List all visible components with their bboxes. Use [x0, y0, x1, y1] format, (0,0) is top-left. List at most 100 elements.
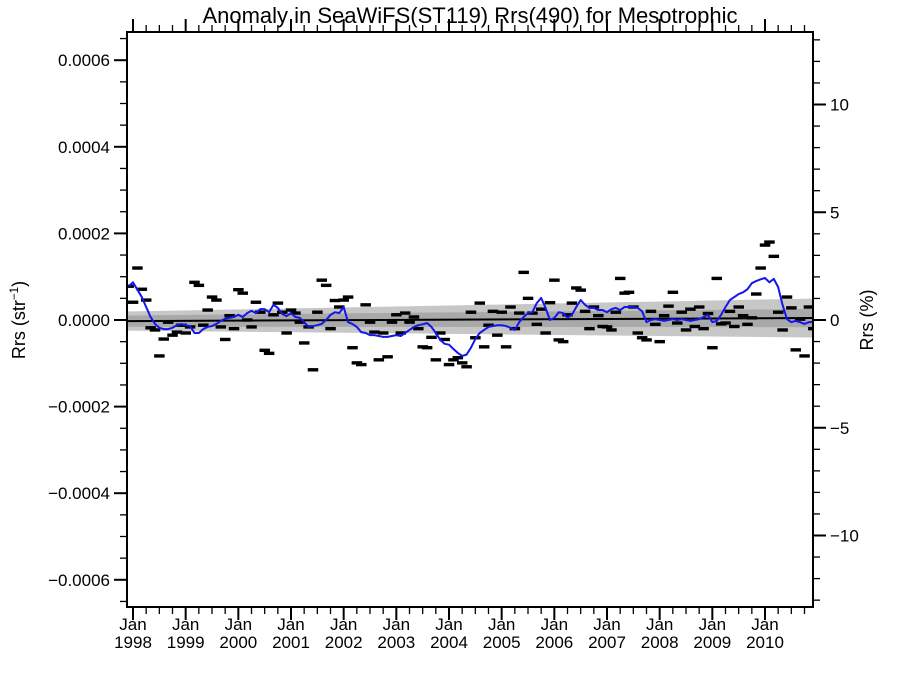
monthly-anomaly-dash [772, 310, 784, 314]
monthly-anomaly-dash [377, 331, 389, 335]
monthly-anomaly-dash [395, 331, 407, 335]
monthly-anomaly-dash [277, 310, 288, 314]
y-right-tick-label: −10 [830, 527, 859, 546]
monthly-anomaly-dash [768, 254, 780, 259]
monthly-anomaly-dash [241, 318, 253, 322]
monthly-anomaly-dash [228, 326, 240, 331]
monthly-anomaly-dash [584, 326, 595, 331]
monthly-anomaly-dash [233, 287, 244, 292]
monthly-anomaly-dash [667, 290, 679, 294]
monthly-anomaly-dash [369, 330, 380, 334]
monthly-anomaly-dash [132, 266, 143, 270]
monthly-anomaly-dash [478, 345, 490, 349]
x-tick-month-label: Jan [330, 615, 357, 634]
x-tick-year-label: 2003 [377, 633, 415, 652]
x-tick-month-label: Jan [488, 615, 515, 634]
monthly-anomaly-dash [312, 310, 323, 314]
y-right-title-text: Rrs (%) [857, 289, 877, 351]
monthly-anomaly-dash [268, 313, 279, 317]
monthly-anomaly-dash [614, 276, 626, 281]
monthly-anomaly-dash [149, 328, 161, 332]
monthly-anomaly-dash [650, 322, 661, 327]
monthly-anomaly-dash [211, 298, 222, 302]
monthly-anomaly-dash [127, 284, 134, 288]
monthly-anomaly-dash [518, 270, 529, 275]
monthly-anomaly-dash [663, 304, 674, 308]
x-tick-year-label: 2005 [483, 633, 521, 652]
monthly-anomaly-dash [562, 313, 573, 317]
monthly-anomaly-dash [623, 290, 635, 294]
smoothed-anomaly-line [127, 276, 813, 357]
x-tick-year-label: 2009 [693, 633, 731, 652]
monthly-anomaly-dash [373, 358, 385, 362]
monthly-anomaly-dash [540, 331, 551, 335]
monthly-anomaly-dash [430, 358, 442, 362]
y-axis-left-title: Rrs (str−1) [8, 200, 32, 440]
monthly-anomaly-dash [575, 288, 586, 292]
monthly-anomaly-dash [549, 278, 560, 282]
monthly-anomaly-dash [263, 351, 275, 356]
x-tick-month-label: Jan [225, 615, 252, 634]
monthly-anomaly-dash [281, 331, 292, 335]
monthly-anomaly-dash [487, 309, 499, 314]
monthly-anomaly-dash [448, 358, 459, 362]
monthly-anomaly-dash [329, 298, 341, 303]
monthly-anomaly-dash [356, 362, 367, 367]
monthly-anomaly-dash [707, 346, 718, 350]
y-left-tick-label: 0.0002 [58, 224, 110, 243]
monthly-anomaly-dash [316, 278, 328, 282]
monthly-anomaly-dash [571, 286, 582, 290]
y-axis-right-title: Rrs (%) [857, 200, 881, 440]
monthly-anomaly-dash [360, 303, 371, 307]
y-left-tick-label: −0.0002 [48, 398, 110, 417]
monthly-anomaly-dash [514, 311, 525, 315]
monthly-anomaly-dash [298, 341, 310, 345]
monthly-anomaly-dash [461, 365, 472, 369]
monthly-anomaly-dash [794, 317, 806, 321]
monthly-anomaly-dash [781, 295, 793, 299]
monthly-anomaly-dash [711, 276, 723, 281]
monthly-anomaly-dash [755, 266, 766, 270]
monthly-anomaly-dash [610, 310, 622, 314]
monthly-anomaly-dash [443, 362, 455, 367]
monthly-anomaly-dash [426, 335, 437, 340]
y-right-tick-label: 5 [830, 203, 839, 222]
x-tick-year-label: 2007 [588, 633, 626, 652]
monthly-anomaly-dash [255, 310, 266, 314]
monthly-anomaly-dash [382, 355, 393, 359]
monthly-anomaly-dash [790, 348, 802, 352]
x-tick-month-label: Jan [751, 615, 778, 634]
monthly-anomaly-dash [391, 313, 402, 317]
monthly-anomaly-dash [535, 307, 547, 311]
monthly-anomaly-dash [658, 313, 670, 318]
y-right-tick-label: 10 [830, 96, 849, 115]
y-left-tick-label: −0.0006 [48, 571, 110, 590]
monthly-anomaly-dash [342, 295, 354, 299]
monthly-anomaly-dash [250, 300, 262, 304]
monthly-anomaly-dash [777, 328, 788, 332]
monthly-anomaly-dash [641, 338, 652, 342]
monthly-anomaly-dash [413, 326, 424, 331]
x-tick-year-label: 2001 [272, 633, 310, 652]
x-tick-month-label: Jan [593, 615, 620, 634]
monthly-anomaly-dash [698, 326, 709, 331]
monthly-anomaly-dash [685, 307, 696, 311]
monthly-anomaly-dash [145, 326, 156, 330]
x-tick-year-label: 2008 [641, 633, 679, 652]
monthly-anomaly-dash [803, 305, 813, 309]
monthly-anomaly-dash [399, 311, 411, 315]
monthly-anomaly-dash [465, 310, 477, 314]
chart-title: Anomaly in SeaWiFS(ST119) Rrs(490) for M… [202, 3, 738, 28]
monthly-anomaly-dash [215, 325, 227, 329]
monthly-anomaly-dash [742, 322, 753, 327]
monthly-anomaly-dash [272, 301, 284, 305]
x-tick-year-label: 2010 [746, 633, 784, 652]
monthly-anomaly-dash [759, 243, 771, 247]
monthly-anomaly-dash [285, 308, 297, 312]
monthly-anomaly-dash [334, 305, 345, 309]
monthly-anomaly-dash [246, 325, 257, 329]
monthly-anomaly-markers [127, 240, 813, 372]
monthly-anomaly-dash [404, 320, 415, 324]
monthly-anomaly-dash [729, 324, 740, 329]
